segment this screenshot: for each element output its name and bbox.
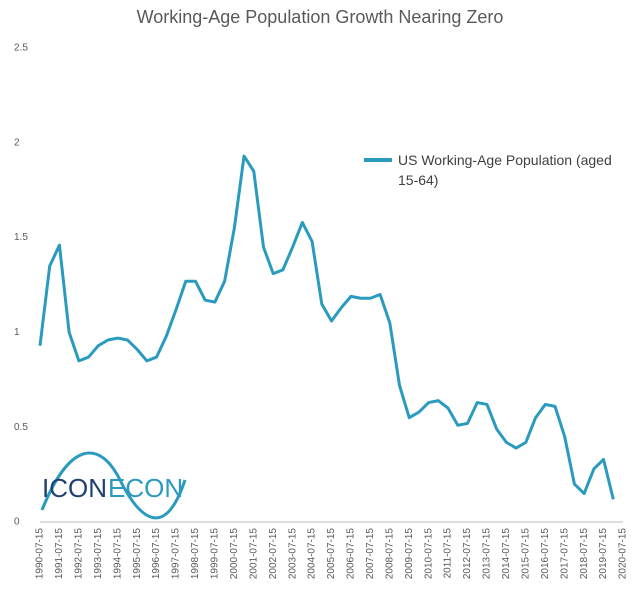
x-tick-label: 2011-07-15: [443, 528, 454, 579]
x-tick-label: 1996-07-15: [151, 528, 162, 580]
y-tick-label: 2.5: [14, 43, 28, 54]
y-tick-label: 2: [14, 137, 20, 148]
x-tick-label: 1998-07-15: [190, 528, 201, 580]
x-tick-label: 1991-07-15: [54, 528, 65, 580]
x-tick-label: 2014-07-15: [501, 528, 512, 580]
x-tick-label: 2003-07-15: [287, 528, 298, 580]
legend-label: US Working-Age Population (aged 15-64): [398, 152, 612, 188]
x-tick-label: 2009-07-15: [404, 528, 415, 580]
legend: US Working-Age Population (aged 15-64): [364, 150, 628, 190]
x-tick-label: 1997-07-15: [171, 528, 182, 580]
x-tick-label: 1993-07-15: [93, 528, 104, 580]
x-tick-label: 2016-07-15: [540, 528, 551, 580]
x-tick-label: 1999-07-15: [210, 528, 221, 580]
y-tick-label: 1: [14, 327, 20, 338]
x-tick-label: 2019-07-15: [598, 528, 609, 580]
x-tick-label: 1994-07-15: [112, 528, 123, 580]
x-tick-label: 2010-07-15: [423, 528, 434, 580]
logo-wave: [40, 451, 187, 520]
y-tick-label: 1.5: [14, 232, 28, 243]
x-tick-label: 2018-07-15: [579, 528, 590, 580]
x-tick-label: 2005-07-15: [326, 528, 337, 580]
x-tick-label: 1995-07-15: [132, 528, 143, 580]
logo-left: ICON: [42, 473, 107, 503]
legend-swatch: [364, 158, 392, 162]
series-line: [38, 154, 615, 500]
x-tick-label: 1992-07-15: [74, 528, 85, 580]
x-tick-label: 1990-07-15: [35, 528, 46, 580]
logo-right: ECON: [108, 473, 183, 503]
x-tick-label: 2002-07-15: [268, 528, 279, 580]
x-tick-label: 2013-07-15: [482, 528, 493, 580]
x-tick-label: 2004-07-15: [307, 528, 318, 580]
x-tick-label: 2012-07-15: [462, 528, 473, 580]
x-tick-label: 2008-07-15: [384, 528, 395, 580]
x-tick-label: 2000-07-15: [229, 528, 240, 580]
x-tick-label: 2007-07-15: [365, 528, 376, 580]
x-tick-label: 2006-07-15: [346, 528, 357, 580]
y-tick-label: 0.5: [14, 422, 28, 433]
x-tick-label: 2001-07-15: [248, 528, 259, 580]
x-tick-label: 2015-07-15: [520, 528, 531, 580]
y-tick-label: 0: [14, 517, 20, 528]
x-tick-label: 2020-07-15: [618, 528, 629, 580]
x-tick-label: 2017-07-15: [559, 528, 570, 580]
chart-title: Working-Age Population Growth Nearing Ze…: [137, 7, 504, 27]
